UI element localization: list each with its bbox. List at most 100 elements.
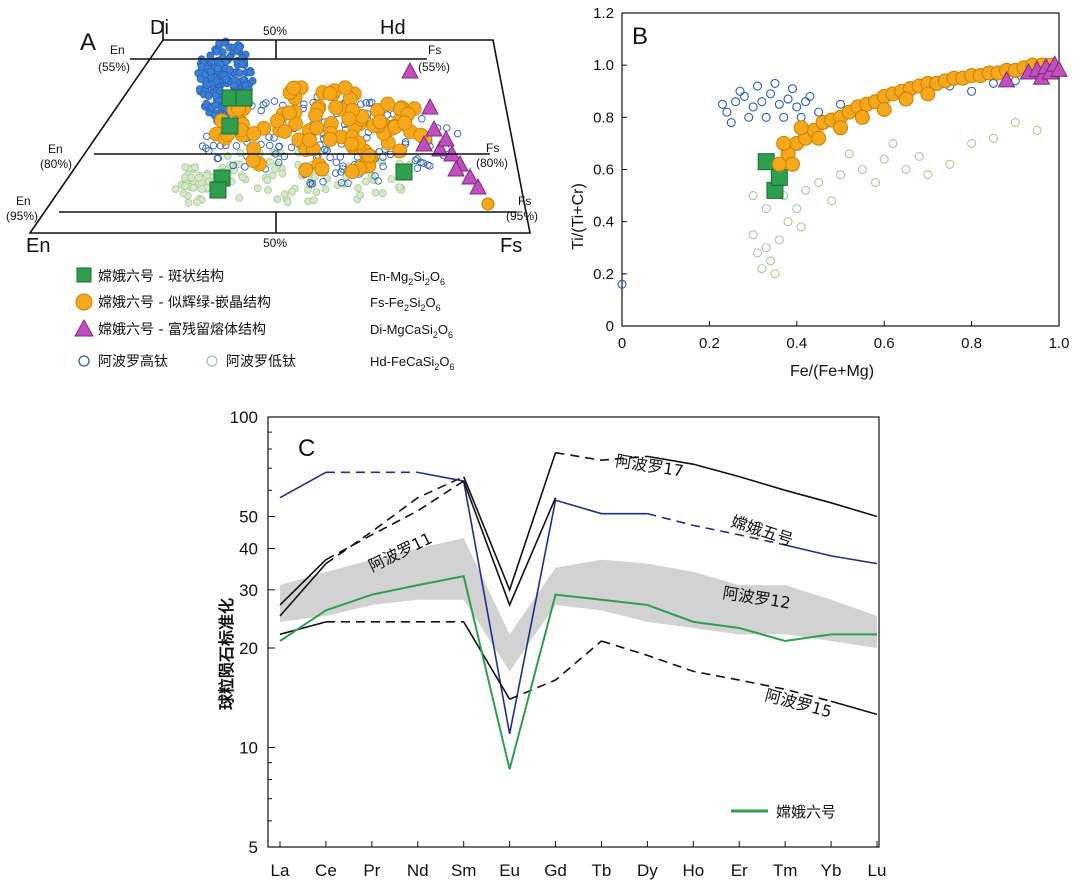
a-point-apollo-high-ti	[275, 142, 283, 151]
left-tick-80-a: En	[48, 142, 63, 156]
a-point-apollo-high-ti	[225, 65, 234, 74]
a-point-apollo-high-ti	[379, 162, 387, 171]
a-point-residual-melt	[415, 134, 433, 152]
b-point-1	[783, 94, 793, 104]
c-line-3	[279, 559, 327, 606]
a-point-apollo-high-ti	[248, 77, 257, 85]
formula-fs: Fs-Fe2Si2O6	[370, 295, 441, 313]
a-point-apollo-high-ti	[232, 142, 241, 150]
b-point-1	[717, 99, 728, 109]
a-point-apollo-high-ti	[326, 153, 334, 162]
c-ytick-label: 5	[249, 838, 258, 857]
a-point-apollo-high-ti	[211, 101, 220, 110]
a-point-apollo-high-ti	[206, 51, 215, 60]
b-point-1	[735, 86, 745, 96]
c-xtick-label: Ce	[315, 861, 337, 880]
a-point-apollo-low-ti	[253, 184, 262, 193]
b-ytick-label: 1.0	[593, 57, 614, 74]
panel-a-legend: 嫦娥六号 - 斑状结构 嫦娥六号 - 似辉绿-嵌晶结构 嫦娥六号 - 富残留熔体…	[74, 267, 454, 372]
b-xtick-label: 1.0	[1049, 335, 1070, 352]
b-point-0	[835, 170, 846, 180]
left-tick-55-b: (55%)	[98, 60, 130, 74]
a-point-apollo-high-ti	[204, 92, 213, 101]
a-point-apollo-high-ti	[365, 99, 374, 107]
panel-c-ylabel: 球粒陨石标准化	[217, 598, 236, 710]
a-point-apollo-low-ti	[271, 165, 279, 174]
a-point-apollo-low-ti	[184, 199, 193, 207]
a-point-apollo-low-ti	[264, 186, 272, 194]
b-point-0	[1010, 118, 1020, 128]
c-line-1	[325, 475, 465, 565]
b-point-3	[898, 91, 914, 107]
c-xtick-label: Yb	[821, 861, 842, 880]
b-point-1	[967, 86, 977, 96]
b-ytick-label: 0.4	[593, 214, 614, 231]
c-ytick-label: 100	[230, 408, 258, 427]
formula-hd: Hd-FeCaSi2O6	[370, 354, 454, 372]
a-point-apollo-high-ti	[419, 159, 427, 167]
left-tick-55-a: En	[110, 43, 125, 57]
a-point-apollo-high-ti	[265, 141, 274, 150]
legend-item-porphyritic: 嫦娥六号 - 斑状结构	[98, 269, 224, 285]
b-point-1	[766, 89, 776, 99]
a-point-apollo-high-ti	[287, 143, 296, 152]
b-point-1	[752, 81, 763, 91]
a-point-apollo-high-ti	[426, 162, 434, 170]
a-point-apollo-high-ti	[383, 111, 392, 119]
b-point-0	[796, 222, 806, 232]
a-point-residual-melt	[461, 167, 479, 185]
a-point-apollo-low-ti	[321, 185, 330, 194]
a-point-subophitic	[309, 120, 325, 136]
b-point-2	[757, 153, 775, 171]
ternary-outline	[28, 39, 531, 234]
b-xtick-label: 0.2	[699, 335, 720, 352]
b-point-0	[945, 159, 955, 169]
a-point-apollo-low-ti	[273, 195, 282, 204]
a-point-porphyritic	[395, 163, 413, 181]
a-point-apollo-high-ti	[202, 81, 211, 90]
a-point-apollo-high-ti	[262, 99, 270, 107]
panel-b: 0 0.2 0.4 0.6 0.8 1.0 0 0.2 0.4 0.6 0.8 1.0 1.2 B Fe…	[570, 5, 1069, 380]
b-point-0	[870, 177, 881, 188]
b-point-3	[833, 120, 848, 136]
b-point-0	[857, 164, 867, 175]
c-line-3	[325, 480, 465, 561]
top-mid-label: 50%	[263, 24, 287, 38]
a-point-residual-melt	[421, 97, 439, 115]
c-line-1	[555, 451, 648, 462]
legend-item-apollo-low-ti: 阿波罗低钛	[226, 354, 296, 370]
a-point-subophitic	[337, 80, 353, 96]
a-point-apollo-high-ti	[401, 138, 410, 146]
a-point-apollo-low-ti	[181, 182, 189, 190]
a-point-apollo-high-ti	[222, 75, 231, 84]
a-point-residual-melt	[437, 129, 455, 147]
c-xtick-label: Tm	[773, 861, 798, 880]
vertex-hd: Hd	[380, 17, 406, 39]
b-point-4	[997, 70, 1016, 88]
panel-b-label: B	[632, 23, 648, 50]
panel-b-xlabel: Fe/(Fe+Mg)	[790, 363, 874, 380]
a-point-apollo-low-ti	[266, 158, 274, 166]
a-point-apollo-high-ti	[375, 148, 383, 156]
a-point-apollo-low-ti	[195, 173, 203, 182]
a-point-subophitic	[341, 111, 357, 127]
a-point-apollo-low-ti	[387, 175, 396, 183]
a-point-apollo-low-ti	[311, 173, 320, 181]
b-point-0	[827, 196, 837, 206]
a-point-residual-melt	[469, 177, 487, 195]
panel-b-points	[617, 55, 1068, 289]
b-point-1	[814, 107, 824, 117]
a-point-apollo-high-ti	[215, 39, 223, 48]
vertex-di: Di	[150, 17, 169, 39]
a-point-apollo-high-ti	[229, 161, 237, 170]
a-point-apollo-high-ti	[418, 115, 426, 123]
a-point-apollo-high-ti	[241, 163, 249, 171]
a-point-apollo-high-ti	[413, 155, 421, 163]
b-point-0	[814, 177, 824, 188]
right-tick-55-a: Fs	[428, 43, 441, 57]
a-point-apollo-low-ti	[202, 171, 211, 180]
legend-change6-label: 嫦娥六号	[776, 803, 836, 821]
panel-a-scatter	[171, 37, 495, 211]
b-point-0	[901, 164, 911, 175]
